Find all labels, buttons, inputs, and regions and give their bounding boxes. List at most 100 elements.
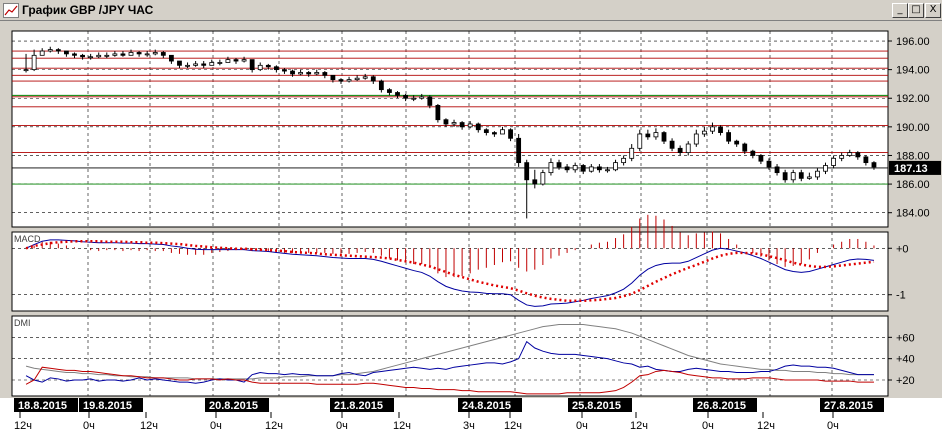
candle (653, 132, 659, 138)
dmi-title: DMI (14, 318, 31, 328)
candle (564, 166, 570, 171)
candle (80, 54, 85, 58)
candle (742, 143, 748, 152)
candle (387, 89, 392, 93)
candle (556, 162, 562, 168)
date-label-bg (458, 398, 522, 412)
chart-area: 196.00 194.00 192.00 190.00 188.00 186.00 184.… (0, 30, 942, 432)
candle (378, 80, 384, 91)
candle (863, 156, 869, 164)
candle (459, 122, 465, 128)
candle (596, 166, 602, 171)
macd-title: MACD (14, 234, 41, 244)
candle (750, 150, 756, 156)
candle (815, 170, 820, 178)
candle (524, 162, 530, 181)
close-button[interactable]: X (925, 3, 941, 18)
candle (273, 66, 279, 71)
candle (362, 76, 368, 79)
dmi-panel (11, 315, 889, 397)
candle (282, 69, 287, 72)
candle (144, 53, 150, 56)
candle (790, 172, 796, 181)
candle (516, 137, 522, 164)
candle (168, 54, 174, 62)
y-tick-label: -1 (896, 290, 906, 302)
hour-label: 12ч (504, 420, 522, 432)
hour-label: 0ч (702, 420, 714, 432)
candle (669, 140, 675, 149)
candle (322, 72, 328, 76)
hour-label: 12ч (630, 420, 648, 432)
date-label: 27.8.2015 (824, 400, 873, 412)
hour-label: 0ч (83, 420, 95, 432)
y-tick-label: 186.00 (896, 179, 930, 191)
candle (718, 126, 723, 133)
maximize-button[interactable]: □ (908, 3, 924, 18)
candle (693, 133, 699, 145)
candle (185, 64, 190, 67)
candle (685, 143, 691, 154)
candle (233, 59, 239, 62)
candle (298, 72, 304, 75)
candle (265, 64, 271, 68)
y-tick-label: 196.00 (896, 36, 930, 48)
minimize-button[interactable]: _ (892, 3, 908, 18)
dmi-minus-di-line (25, 366, 874, 395)
candle (855, 152, 861, 158)
candle (338, 79, 344, 82)
candle (798, 172, 804, 179)
candle (177, 60, 182, 66)
y-tick-label: +20 (896, 375, 915, 387)
candle (500, 129, 505, 135)
candle (839, 155, 845, 159)
candle (823, 165, 828, 172)
hour-label: 12ч (140, 420, 158, 432)
candle (831, 157, 836, 166)
dmi-adx-line (25, 324, 874, 380)
candle (370, 76, 376, 82)
candle (475, 123, 481, 131)
candle (637, 133, 643, 149)
candle (645, 133, 651, 138)
date-label-bg (693, 398, 757, 412)
current-price-tag (889, 160, 941, 175)
candle (411, 97, 417, 100)
date-label: 21.8.2015 (334, 400, 383, 412)
candle (64, 50, 69, 55)
window-title: График GBP /JPY ЧАС (22, 3, 154, 17)
date-label: 25.8.2015 (572, 400, 621, 412)
chart-icon (3, 3, 19, 18)
y-tick-label: +60 (896, 332, 915, 344)
candle (580, 165, 586, 172)
candle (677, 147, 683, 154)
candle (605, 169, 610, 172)
candle (492, 132, 497, 135)
candle (225, 59, 231, 63)
candle (193, 63, 199, 66)
candle (871, 162, 877, 168)
candle (403, 94, 408, 99)
candle (39, 50, 45, 56)
y-tick-label: +40 (896, 354, 915, 366)
hour-label: 0ч (336, 420, 348, 432)
candle (427, 96, 433, 106)
candle (201, 63, 207, 66)
date-label: 26.8.2015 (697, 400, 746, 412)
hour-label: 3ч (463, 420, 475, 432)
hour-label: 0ч (210, 420, 222, 432)
candle (47, 49, 53, 52)
candle (419, 96, 425, 99)
y-tick-label: 188.00 (896, 150, 930, 162)
candle (766, 160, 772, 168)
y-tick-label: 192.00 (896, 93, 930, 105)
candle (451, 122, 457, 125)
macd-line (25, 239, 875, 307)
candle (734, 140, 740, 145)
date-label-bg (330, 398, 394, 412)
candle (483, 129, 489, 133)
candle (661, 132, 667, 142)
y-tick-label: +0 (896, 243, 909, 255)
date-label: 20.8.2015 (209, 400, 258, 412)
candle (806, 176, 812, 179)
